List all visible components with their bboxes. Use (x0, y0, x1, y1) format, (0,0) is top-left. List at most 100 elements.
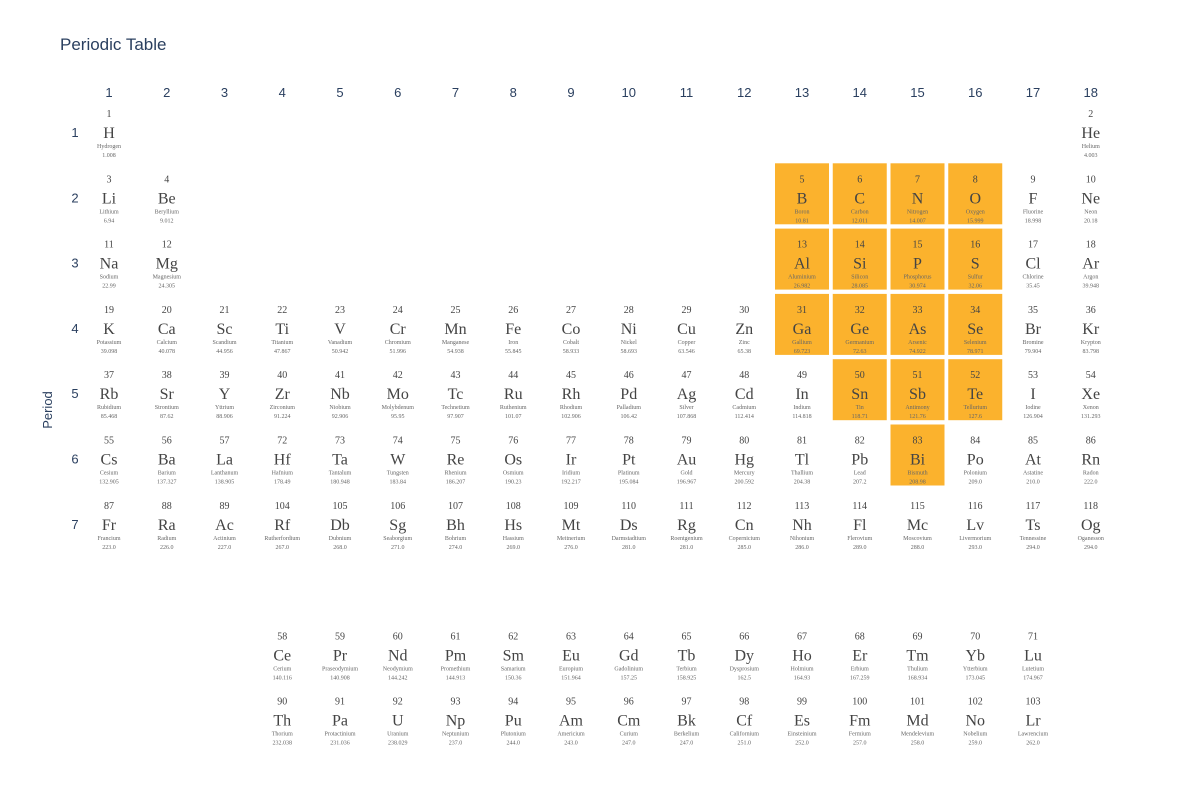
element-cell: 45 Rh Rhodium 102.906 (560, 370, 583, 420)
element-name: Chlorine (1023, 275, 1044, 281)
y-tick-label: 4 (71, 321, 78, 336)
element-cell: 35 Br Bromine 79.904 (1023, 305, 1044, 355)
atomic-number: 1 (107, 109, 112, 120)
element-name: Oxygen (966, 209, 985, 215)
atomic-mass: 268.0 (333, 545, 347, 551)
element-symbol: Be (158, 190, 176, 207)
atomic-number: 77 (566, 436, 576, 447)
element-symbol: Y (219, 386, 231, 403)
highlight-mark (948, 293, 1003, 355)
element-symbol: Ts (1026, 517, 1041, 534)
atomic-mass: 58.933 (563, 349, 580, 355)
element-symbol: Rn (1081, 452, 1100, 469)
atomic-number: 5 (800, 174, 805, 185)
atomic-number: 74 (393, 436, 403, 447)
atomic-number: 98 (739, 697, 749, 708)
element-symbol: I (1030, 386, 1035, 403)
element-cell: 10 Ne Neon 20.18 (1081, 174, 1100, 224)
element-name: Calcium (157, 340, 178, 346)
element-name: Barium (158, 471, 176, 477)
element-name: Rubidium (97, 405, 121, 411)
atomic-mass: 183.84 (390, 480, 407, 486)
element-cell: 109 Mt Meitnerium 276.0 (557, 501, 586, 551)
element-symbol: Yb (965, 647, 985, 664)
element-name: Moscovium (903, 536, 932, 542)
element-cell: 62 Sm Samarium 150.36 (501, 631, 526, 681)
atomic-number: 79 (682, 436, 692, 447)
element-name: Molybdenum (382, 405, 415, 411)
element-symbol: Ra (158, 517, 176, 534)
element-cell: 78 Pt Platinum 195.084 (618, 436, 640, 486)
element-name: Lithium (99, 209, 119, 215)
y-tick-label: 1 (71, 125, 78, 140)
element-cell: 67 Ho Holmium 164.93 (790, 631, 813, 681)
atomic-number: 38 (162, 370, 172, 381)
element-cell: 6 C Carbon 12.011 (832, 163, 887, 225)
element-name: Tin (856, 405, 864, 411)
element-cell: 30 Zn Zinc 65.38 (735, 305, 753, 355)
atomic-number: 100 (852, 697, 867, 708)
element-symbol: Ta (332, 452, 348, 469)
atomic-number: 29 (682, 305, 692, 316)
element-name: Americium (557, 732, 585, 738)
element-cell: 75 Re Rhenium 186.207 (445, 436, 467, 486)
element-symbol: Cm (617, 713, 641, 730)
atomic-mass: 40.078 (159, 349, 176, 355)
atomic-number: 45 (566, 370, 576, 381)
element-name: Magnesium (153, 275, 182, 281)
atomic-number: 78 (624, 436, 634, 447)
element-symbol: Fr (102, 517, 117, 534)
atomic-mass: 63.546 (678, 349, 695, 355)
element-cell: 96 Cm Curium 247.0 (617, 697, 641, 747)
element-name: Cadmium (732, 405, 756, 411)
element-symbol: Md (906, 713, 928, 730)
element-name: Niobium (329, 405, 351, 411)
element-symbol: Rg (677, 517, 696, 534)
element-name: Bohrium (445, 536, 467, 542)
element-cell: 83 Bi Bismuth 208.98 (890, 424, 945, 486)
atomic-number: 59 (335, 631, 345, 642)
element-name: Hafnium (272, 470, 294, 477)
x-tick-label: 9 (567, 85, 574, 100)
atomic-number: 109 (564, 501, 579, 512)
atomic-number: 54 (1086, 370, 1096, 381)
element-symbol: Cr (390, 321, 407, 338)
atomic-mass: 237.0 (449, 741, 463, 747)
atomic-mass: 190.23 (505, 480, 522, 486)
element-cell: 17 Cl Chlorine 35.45 (1023, 240, 1044, 290)
element-symbol: Co (562, 321, 581, 338)
atomic-mass: 227.0 (218, 545, 232, 551)
atomic-mass: 210.0 (1026, 480, 1040, 486)
element-symbol: B (797, 190, 808, 207)
atomic-mass: 243.0 (564, 741, 578, 747)
atomic-number: 101 (910, 697, 925, 708)
element-symbol: Ni (621, 321, 638, 338)
atomic-mass: 4.003 (1084, 153, 1098, 159)
element-cell: 11 Na Sodium 22.99 (100, 240, 119, 290)
element-name: Xenon (1083, 405, 1099, 411)
element-symbol: Tb (678, 647, 696, 664)
element-cell: 19 K Potassium 39.098 (97, 305, 122, 355)
atomic-mass: 12.011 (852, 218, 868, 224)
atomic-mass: 232.038 (273, 741, 293, 747)
element-symbol: Cs (101, 452, 118, 469)
atomic-number: 106 (390, 501, 405, 512)
atomic-mass: 74.922 (909, 349, 926, 355)
atomic-mass: 269.0 (507, 545, 521, 551)
atomic-mass: 140.116 (273, 675, 292, 681)
highlight-mark (832, 228, 887, 290)
element-cell: 54 Xe Xenon 131.293 (1081, 370, 1101, 420)
element-cell: 15 P Phosphorus 30.974 (890, 228, 945, 290)
atomic-mass: 138.905 (215, 480, 235, 486)
element-cell: 29 Cu Copper 63.546 (677, 305, 696, 355)
element-name: Silicon (851, 275, 868, 281)
element-cell: 24 Cr Chromium 51.996 (385, 305, 411, 355)
element-name: Tennessine (1020, 536, 1047, 542)
x-tick-label: 15 (910, 85, 924, 100)
element-symbol: Mg (156, 256, 178, 273)
element-symbol: C (854, 190, 865, 207)
element-cell: 14 Si Silicon 28.085 (832, 228, 887, 290)
atomic-number: 80 (739, 436, 749, 447)
atomic-mass: 223.0 (102, 545, 116, 551)
atomic-mass: 209.0 (969, 480, 983, 486)
